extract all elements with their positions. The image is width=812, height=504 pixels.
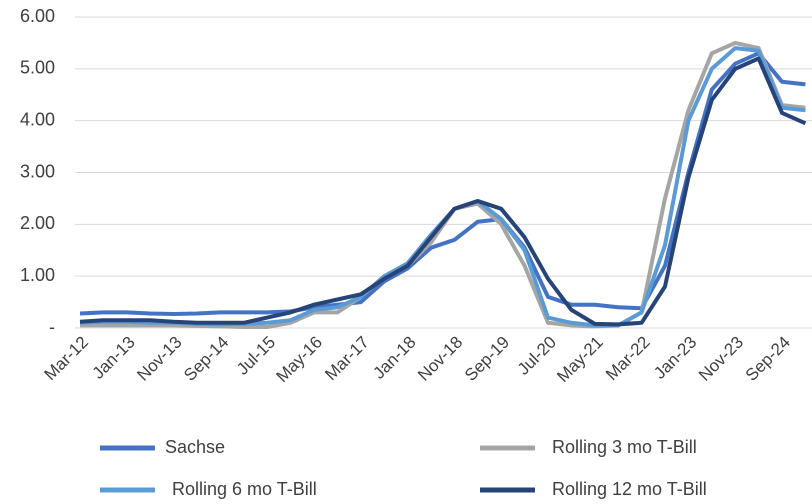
x-tick-label: Nov-18 xyxy=(414,333,466,385)
y-tick-label: - xyxy=(49,317,55,337)
x-tick-label: Mar-22 xyxy=(602,333,654,385)
y-tick-label: 3.00 xyxy=(20,161,55,181)
y-tick-label: 2.00 xyxy=(20,213,55,233)
x-tick-label: May-16 xyxy=(272,333,326,387)
y-tick-label: 6.00 xyxy=(20,6,55,26)
x-tick-label: May-21 xyxy=(553,333,607,387)
legend-label: Rolling 6 mo T-Bill xyxy=(172,479,317,499)
series-line xyxy=(79,56,807,327)
legend-label: Sachse xyxy=(165,437,225,457)
y-tick-label: 4.00 xyxy=(20,109,55,129)
x-tick-label: Jan-23 xyxy=(650,333,700,383)
series-line xyxy=(80,40,806,329)
x-tick-label: Sep-24 xyxy=(742,333,794,385)
x-tick-label: Mar-17 xyxy=(321,333,373,385)
legend-label: Rolling 3 mo T-Bill xyxy=(552,437,697,457)
legend-label: Rolling 12 mo T-Bill xyxy=(552,479,707,499)
x-tick-label: Mar-12 xyxy=(40,333,92,385)
x-tick-label: Nov-23 xyxy=(695,333,747,385)
x-tick-label: Jan-18 xyxy=(369,333,419,383)
x-tick-label: Jan-13 xyxy=(89,333,139,383)
y-tick-label: 1.00 xyxy=(20,265,55,285)
x-tick-label: Nov-13 xyxy=(133,333,185,385)
y-tick-label: 5.00 xyxy=(20,58,55,78)
x-tick-label: Sep-14 xyxy=(180,333,232,385)
x-tick-label: Sep-19 xyxy=(461,333,513,385)
